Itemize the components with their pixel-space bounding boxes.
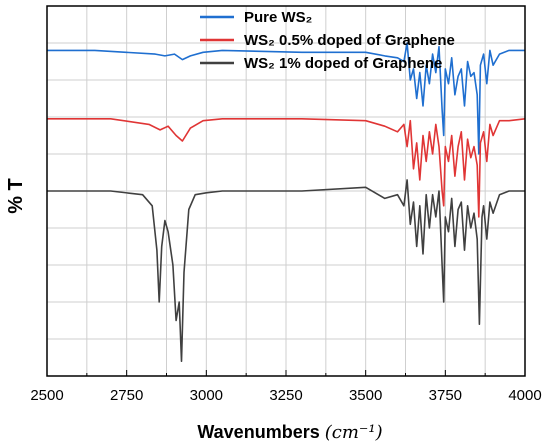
x-tick-label: 4000 [508,387,541,404]
x-tick-label: 3500 [349,387,382,404]
series-line-2 [47,118,526,218]
x-tick-label: 3250 [269,387,302,404]
series-layer [47,42,526,362]
x-axis-label-unit: (cm⁻¹) [325,422,383,443]
x-axis: 2500 2750 3000 3250 3500 3750 4000 [30,370,542,404]
legend: Pure WS₂ WS₂ 0.5% doped of Graphene WS₂ 1%… [200,9,455,72]
x-tick-label: 3750 [429,387,462,404]
legend-label-1: Pure WS₂ [244,9,312,26]
legend-label-2: WS₂ 0.5% doped of Graphene [244,32,455,49]
x-tick-label: 2750 [110,387,143,404]
series-line-1 [47,42,525,155]
x-tick-label: 3000 [190,387,223,404]
x-axis-label-text: Wavenumbers [197,422,319,442]
y-axis-label: % T [5,178,27,214]
x-axis-label: Wavenumbers (cm⁻¹) [197,422,382,443]
legend-label-3: WS₂ 1% doped of Graphene [244,55,442,72]
x-tick-label: 2500 [30,387,63,404]
series-line-3 [47,179,525,362]
